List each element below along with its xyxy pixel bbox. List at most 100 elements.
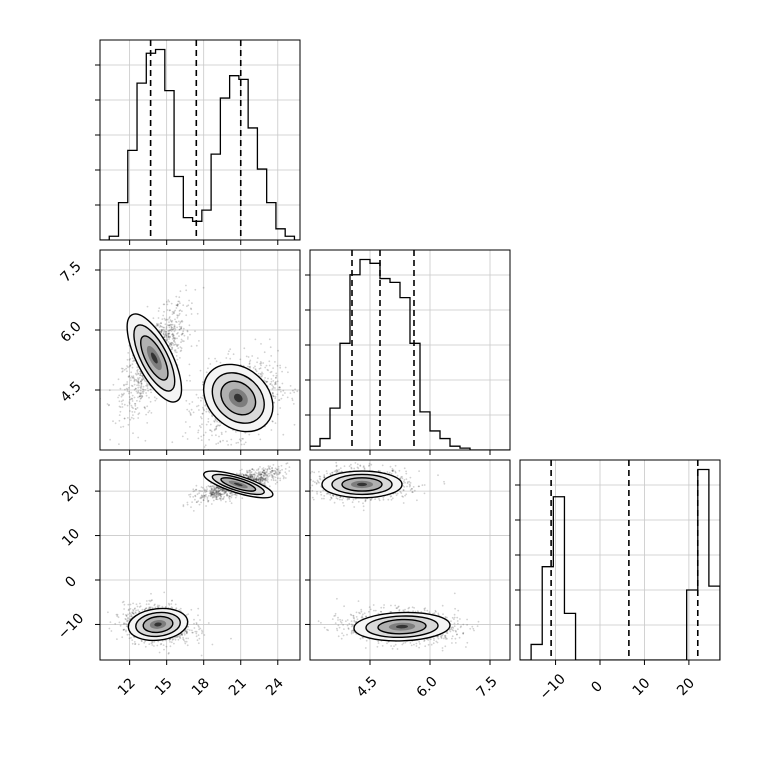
- scatter-point: [119, 406, 122, 408]
- scatter-point: [138, 611, 141, 613]
- scatter-point: [282, 394, 284, 397]
- scatter-point: [202, 499, 205, 502]
- scatter-point: [107, 404, 110, 407]
- scatter-point: [126, 383, 129, 385]
- scatter-point: [127, 352, 130, 354]
- plot-area-scatter-p2-p3: [306, 461, 480, 652]
- scatter-point: [179, 634, 182, 637]
- scatter-point: [180, 341, 182, 344]
- scatter-point: [167, 299, 170, 301]
- scatter-point: [210, 489, 213, 491]
- scatter-point: [165, 318, 168, 321]
- scatter-point: [239, 469, 242, 472]
- scatter-point: [139, 605, 142, 607]
- scatter-point: [215, 498, 218, 501]
- scatter-point: [418, 470, 420, 472]
- scatter-point: [129, 607, 132, 610]
- scatter-point: [277, 465, 280, 468]
- scatter-point: [263, 478, 266, 481]
- scatter-point: [123, 417, 126, 420]
- y-tick-label: −10: [55, 611, 87, 643]
- scatter-point: [142, 388, 144, 390]
- scatter-point: [188, 374, 191, 377]
- scatter-point: [196, 501, 198, 503]
- scatter-point: [219, 424, 222, 427]
- scatter-point: [255, 479, 258, 481]
- scatter-point: [251, 468, 254, 471]
- scatter-point: [261, 477, 264, 480]
- scatter-point: [261, 374, 263, 377]
- scatter-point: [255, 479, 258, 481]
- scatter-point: [259, 480, 262, 483]
- scatter-point: [178, 635, 181, 638]
- scatter-point: [162, 331, 165, 333]
- scatter-point: [189, 414, 192, 416]
- scatter-point: [157, 604, 159, 607]
- scatter-point: [197, 500, 200, 503]
- scatter-point: [131, 411, 134, 413]
- scatter-point: [129, 399, 131, 401]
- scatter-point: [219, 494, 222, 496]
- scatter-point: [263, 475, 265, 477]
- scatter-point: [274, 395, 277, 398]
- scatter-point: [185, 284, 187, 287]
- scatter-point: [176, 304, 179, 307]
- scatter-point: [245, 474, 248, 477]
- scatter-point: [303, 400, 305, 402]
- scatter-point: [163, 334, 166, 336]
- x-tick-label: 24: [263, 675, 287, 699]
- scatter-point: [212, 491, 215, 494]
- scatter-point: [210, 491, 213, 493]
- scatter-point: [213, 491, 215, 494]
- scatter-point: [261, 471, 264, 473]
- scatter-point: [218, 487, 221, 490]
- axes-frame: [309, 249, 511, 451]
- scatter-point: [306, 482, 308, 484]
- scatter-point: [121, 367, 124, 370]
- scatter-point: [187, 637, 190, 640]
- scatter-point: [131, 406, 134, 409]
- scatter-point: [262, 362, 265, 364]
- scatter-point: [259, 476, 261, 479]
- scatter-point: [206, 496, 209, 499]
- scatter-point: [176, 316, 179, 319]
- scatter-point: [174, 341, 176, 344]
- scatter-point: [213, 420, 216, 423]
- scatter-point: [394, 492, 397, 495]
- scatter-point: [219, 489, 222, 492]
- scatter-point: [185, 640, 188, 643]
- scatter-point: [180, 338, 183, 341]
- scatter-point: [240, 473, 243, 476]
- scatter-point: [170, 320, 173, 322]
- scatter-point: [266, 479, 269, 482]
- scatter-point: [126, 404, 129, 407]
- scatter-point: [157, 325, 159, 327]
- scatter-point: [263, 351, 266, 354]
- scatter-point: [124, 388, 126, 391]
- scatter-point: [197, 431, 200, 434]
- scatter-point: [272, 395, 275, 398]
- scatter-point: [127, 620, 130, 622]
- scatter-point: [131, 366, 134, 369]
- scatter-point: [175, 351, 178, 354]
- scatter-point: [171, 338, 174, 340]
- scatter-point: [137, 382, 140, 385]
- scatter-point: [165, 334, 168, 337]
- scatter-point: [169, 329, 172, 332]
- scatter-point: [168, 332, 171, 335]
- scatter-point: [122, 399, 124, 402]
- axes-frame: [519, 459, 721, 661]
- scatter-point: [132, 602, 135, 605]
- scatter-point: [257, 467, 260, 470]
- scatter-point: [261, 477, 263, 480]
- scatter-point: [180, 327, 183, 330]
- scatter-point: [148, 599, 151, 602]
- scatter-point: [285, 462, 288, 465]
- density-cluster-0: [127, 607, 189, 642]
- scatter-point: [191, 501, 194, 503]
- scatter-point: [282, 475, 284, 477]
- scatter-point: [139, 386, 142, 389]
- scatter-point: [250, 471, 253, 473]
- scatter-point: [210, 503, 213, 505]
